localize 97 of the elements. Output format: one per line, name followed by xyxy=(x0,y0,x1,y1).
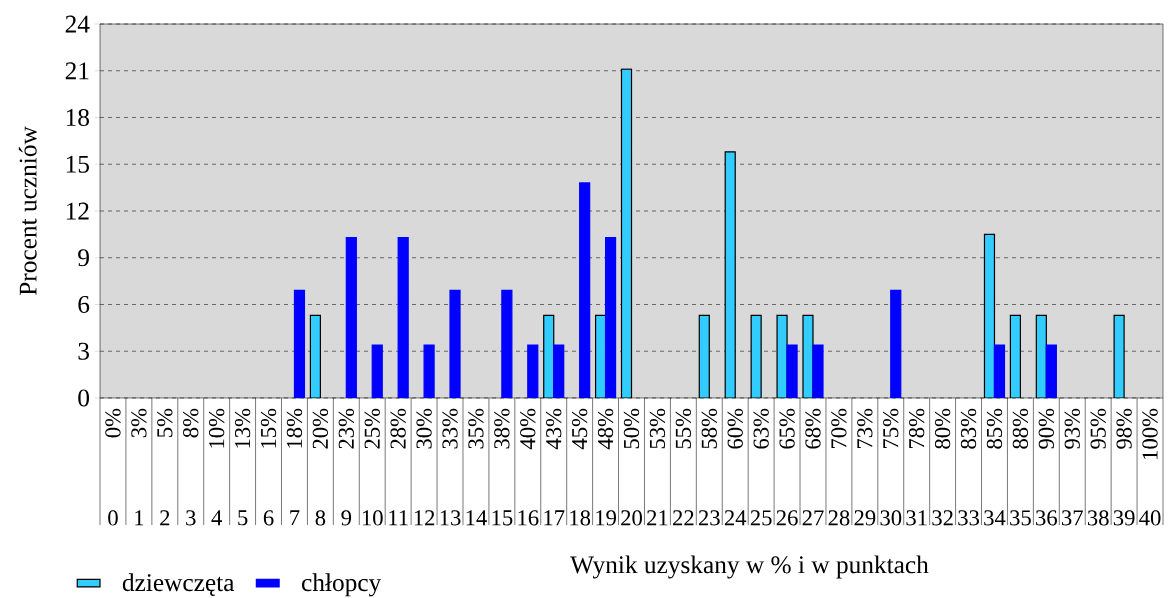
y-tick-label: 15 xyxy=(66,155,89,173)
x-tick-label: 17 xyxy=(544,510,565,526)
x2-tick-label: 38% xyxy=(494,408,510,449)
y-tick-label: 18 xyxy=(66,108,89,127)
x-tick-label: 23 xyxy=(698,510,720,526)
x-tick-label: 20 xyxy=(621,510,642,526)
x2-tick-label: 60% xyxy=(727,408,743,449)
x2-tick-label: 5% xyxy=(157,408,173,437)
x2-tick-label: 40% xyxy=(520,408,536,450)
x-tick-label: 39 xyxy=(1113,510,1135,526)
x2-tick-label: 88% xyxy=(1012,408,1029,449)
x-tick-label: 26 xyxy=(776,510,798,526)
x-tick-label: 14 xyxy=(466,510,487,526)
x-tick-label: 40 xyxy=(1139,510,1161,526)
x-tick-label: 10 xyxy=(362,510,383,526)
legend-label: dziewczęta xyxy=(122,573,235,596)
x2-tick-label: 93% xyxy=(1064,408,1080,449)
y-tick-label: 12 xyxy=(66,202,89,220)
x2-tick-label: 100% xyxy=(1142,408,1158,459)
x2-tick-label: 8% xyxy=(183,408,199,438)
x-tick-label: 30 xyxy=(880,510,902,526)
x-tick-label: 4 xyxy=(211,510,222,526)
x-tick-label: 13 xyxy=(440,510,461,526)
x-tick-label: 34 xyxy=(984,510,1006,526)
y-tick-label: 21 xyxy=(65,62,89,80)
x2-tick-label: 50% xyxy=(623,408,640,449)
x-tick-label: 21 xyxy=(647,510,668,526)
x2-tick-label: 43% xyxy=(546,408,562,450)
x-tick-label: 3 xyxy=(186,510,196,526)
x-tick-label: 28 xyxy=(828,510,850,526)
x-tick-label: 29 xyxy=(854,510,876,526)
x-tick-label: 18 xyxy=(570,510,591,526)
x2-tick-label: 0% xyxy=(105,408,121,438)
x2-tick-label: 80% xyxy=(934,408,951,449)
x-tick-label: 11 xyxy=(389,510,408,526)
y-tick-label: 0 xyxy=(78,389,89,407)
x2-tick-label: 33% xyxy=(442,408,458,449)
x2-tick-label: 95% xyxy=(1090,408,1106,449)
x2-tick-label: 78% xyxy=(909,408,925,449)
x-tick-label: 6 xyxy=(263,510,274,526)
y-tick-label: 3 xyxy=(78,342,89,360)
legend-label: chłopcy xyxy=(302,573,382,597)
x2-tick-label: 65% xyxy=(779,408,795,449)
x-tick-label: 19 xyxy=(596,510,616,526)
x-tick-label: 22 xyxy=(673,510,694,526)
x2-tick-label: 35% xyxy=(468,408,484,449)
x-tick-label: 0 xyxy=(108,510,118,526)
x-tick-label: 9 xyxy=(341,510,352,526)
x2-tick-label: 83% xyxy=(960,408,977,449)
x2-tick-label: 90% xyxy=(1038,408,1055,449)
x2-tick-label: 68% xyxy=(805,408,821,449)
x-tick-label: 7 xyxy=(290,510,300,526)
x2-tick-label: 55% xyxy=(675,408,692,449)
x2-tick-label: 3% xyxy=(131,408,147,438)
x2-tick-label: 28% xyxy=(390,408,406,449)
x2-tick-label: 48% xyxy=(597,408,614,450)
x-tick-label: 25 xyxy=(750,510,772,526)
x-tick-label: 38 xyxy=(1087,510,1109,526)
x-tick-label: 31 xyxy=(906,510,927,526)
y-tick-label: 24 xyxy=(65,15,90,33)
x-axis-title: Wynik uzyskany w % i w punktach xyxy=(570,555,929,579)
x2-tick-label: 18% xyxy=(286,408,303,448)
x-tick-label: 16 xyxy=(518,510,539,526)
y-tick-label: 6 xyxy=(78,295,90,313)
x2-tick-label: 20% xyxy=(312,408,329,449)
x2-tick-label: 25% xyxy=(364,408,380,449)
x2-tick-label: 13% xyxy=(234,408,251,448)
x2-tick-label: 63% xyxy=(753,408,769,449)
x-tick-label: 2 xyxy=(160,510,170,526)
x2-tick-label: 73% xyxy=(857,408,873,449)
x-tick-label: 35 xyxy=(1010,510,1031,526)
bar xyxy=(724,151,736,398)
x-tick-label: 37 xyxy=(1062,510,1083,526)
x-tick-label: 12 xyxy=(414,510,435,526)
x2-tick-label: 58% xyxy=(701,408,717,449)
x-tick-label: 36 xyxy=(1036,510,1057,526)
x-tick-label: 8 xyxy=(315,510,326,526)
x2-tick-label: 70% xyxy=(831,408,847,449)
y-tick-label: 9 xyxy=(78,249,89,267)
x-tick-label: 32 xyxy=(932,510,953,526)
x2-tick-label: 98% xyxy=(1116,408,1132,449)
x2-tick-label: 10% xyxy=(208,408,225,448)
bar xyxy=(620,68,633,398)
x2-tick-label: 23% xyxy=(338,408,354,449)
x2-tick-label: 85% xyxy=(986,408,1003,449)
x2-tick-label: 53% xyxy=(649,408,666,449)
x-tick-label: 15 xyxy=(492,510,513,526)
x-tick-label: 27 xyxy=(802,510,824,526)
x2-tick-label: 30% xyxy=(416,408,432,449)
x-tick-label: 1 xyxy=(135,510,144,526)
x-tick-label: 5 xyxy=(238,510,248,526)
x-tick-label: 24 xyxy=(724,510,747,526)
x2-tick-label: 75% xyxy=(883,408,899,449)
x2-tick-label: 45% xyxy=(571,408,588,450)
x2-tick-label: 15% xyxy=(260,408,277,448)
y-axis-title: Procent uczniów xyxy=(18,126,37,296)
x-tick-label: 33 xyxy=(958,510,980,526)
